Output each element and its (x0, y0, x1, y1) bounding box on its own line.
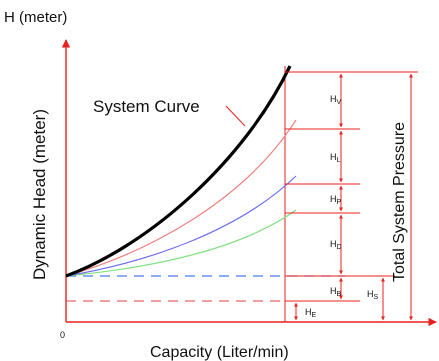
label-hd: HD (330, 239, 342, 251)
component-labels: HV HL HP HD HB HS HE (305, 94, 379, 319)
label-hl: HL (330, 152, 341, 164)
label-hp: HP (330, 194, 342, 206)
system-curve-label: System Curve (93, 97, 200, 116)
system-curve (65, 65, 292, 278)
label-hv: HV (330, 94, 342, 106)
red-curve (65, 119, 297, 277)
total-system-pressure-label: Total System Pressure (391, 122, 408, 282)
origin-label: 0 (60, 330, 65, 340)
label-he: HE (305, 307, 317, 319)
y-unit-label: H (meter) (4, 9, 67, 26)
y-axis-title: Dynamic Head (meter) (30, 109, 49, 280)
label-hs: HS (367, 289, 379, 301)
system-curve-pointer (225, 105, 246, 127)
green-curve (65, 209, 297, 277)
label-hb: HB (330, 286, 342, 298)
dimension-arrows (294, 73, 413, 321)
level-lines (285, 71, 418, 302)
x-axis-title: Capacity (Liter/min) (150, 344, 289, 361)
blue-curve (65, 175, 297, 277)
